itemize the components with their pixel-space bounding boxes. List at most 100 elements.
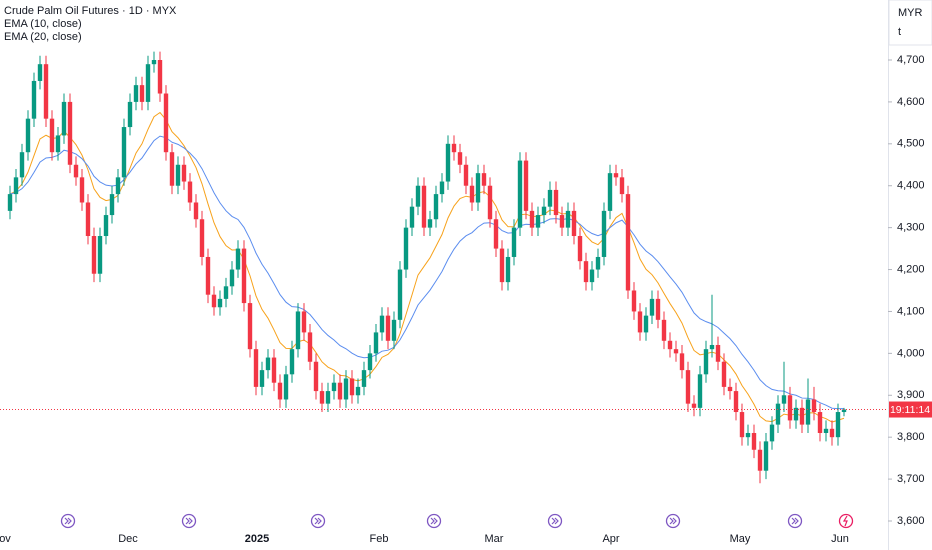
candle-body [283, 374, 289, 400]
y-tick-label: 4,300 [897, 222, 925, 234]
candle-body [811, 399, 817, 413]
candle-body [835, 412, 841, 438]
candle-body [49, 118, 55, 153]
candle-body [691, 403, 697, 408]
candle-body [397, 269, 403, 320]
candle-body [481, 173, 487, 186]
chart-title: Crude Palm Oil Futures · 1D · MYX [4, 5, 177, 17]
y-tick-label: 4,500 [897, 138, 925, 150]
candle-body [409, 206, 415, 228]
candle-body [73, 164, 79, 178]
candle-body [601, 210, 607, 257]
candle-body [187, 181, 193, 203]
candle-body [577, 236, 583, 262]
candle-body [211, 294, 217, 308]
ema-line [9, 135, 845, 410]
candle-body [229, 269, 235, 287]
candle-body [745, 432, 751, 438]
candle-body [721, 361, 727, 387]
candle-body [679, 353, 685, 371]
candle-body [673, 349, 679, 354]
candle-body [529, 210, 535, 228]
candle-body [355, 386, 361, 396]
y-tick-label: 3,700 [897, 473, 925, 485]
candle-body [139, 85, 145, 102]
candle-body [487, 185, 493, 220]
candle-body [277, 382, 283, 400]
candle-body [427, 219, 433, 228]
candle-body [523, 160, 529, 211]
candle-body [757, 449, 763, 471]
currency[interactable]: MYR [898, 7, 923, 19]
candle-body [703, 349, 709, 375]
candle-body [511, 227, 517, 257]
candle-body [469, 185, 475, 203]
countdown: 19:11:14 [890, 404, 930, 416]
candle-body [361, 370, 367, 387]
candle-body [733, 391, 739, 413]
candle-body [265, 357, 271, 371]
candle-body [595, 256, 601, 270]
candle-body [19, 152, 25, 178]
candle-body [61, 101, 67, 136]
candle-body [553, 189, 559, 216]
candle-body [55, 135, 61, 153]
y-tick-label: 4,400 [897, 180, 925, 192]
candle-body [193, 202, 199, 220]
candle-body [775, 403, 781, 425]
candle-body [391, 319, 397, 341]
y-tick-label: 3,800 [897, 431, 925, 443]
candle-body [439, 181, 445, 195]
y-tick-label: 4,100 [897, 305, 925, 317]
event-icon-glyph [791, 517, 799, 525]
candle-body [331, 382, 337, 392]
candle-body [781, 395, 787, 404]
candle-body [559, 215, 565, 228]
candle-body [325, 391, 331, 404]
candle-body [289, 349, 295, 375]
candle-body [37, 64, 43, 81]
candle-body [715, 344, 721, 362]
candle-body [115, 177, 121, 195]
candle-body [349, 378, 355, 396]
candle-body [625, 194, 631, 291]
candle-body [379, 315, 385, 333]
candle-body [727, 386, 733, 392]
event-icon-glyph [314, 517, 322, 525]
y-tick-label: 3,900 [897, 389, 925, 401]
candle-body [637, 311, 643, 333]
indicator-legend[interactable]: EMA (10, close) [4, 18, 82, 30]
candle-body [685, 370, 691, 404]
candle-body [367, 353, 373, 371]
candle-body [763, 441, 769, 471]
candle-body [343, 378, 349, 400]
candle-body [571, 210, 577, 237]
candle-body [43, 64, 49, 119]
candle-body [655, 298, 661, 320]
candle-body [79, 177, 85, 203]
indicator-legend[interactable]: EMA (20, close) [4, 31, 82, 43]
candle-body [415, 185, 421, 207]
candle-body [127, 101, 133, 128]
candle-body [91, 236, 97, 274]
candle-body [667, 340, 673, 350]
candle-body [319, 391, 325, 404]
candle-body [661, 319, 667, 341]
currency-box[interactable] [888, 0, 932, 46]
candle-body [235, 248, 241, 270]
candle-body [109, 194, 115, 216]
event-icon-glyph [551, 517, 559, 525]
axis-menu[interactable]: t [898, 26, 901, 38]
event-icon-glyph [842, 515, 848, 527]
y-tick-label: 4,600 [897, 96, 925, 108]
candle-body [103, 215, 109, 237]
candle-body [769, 424, 775, 442]
candle-body [751, 432, 757, 450]
candle-body [619, 177, 625, 195]
event-icon-glyph [430, 517, 438, 525]
candle-body [805, 399, 811, 425]
candle-body [295, 311, 301, 350]
candle-body [541, 206, 547, 216]
candle-body [697, 374, 703, 408]
event-icon-glyph [64, 517, 72, 525]
